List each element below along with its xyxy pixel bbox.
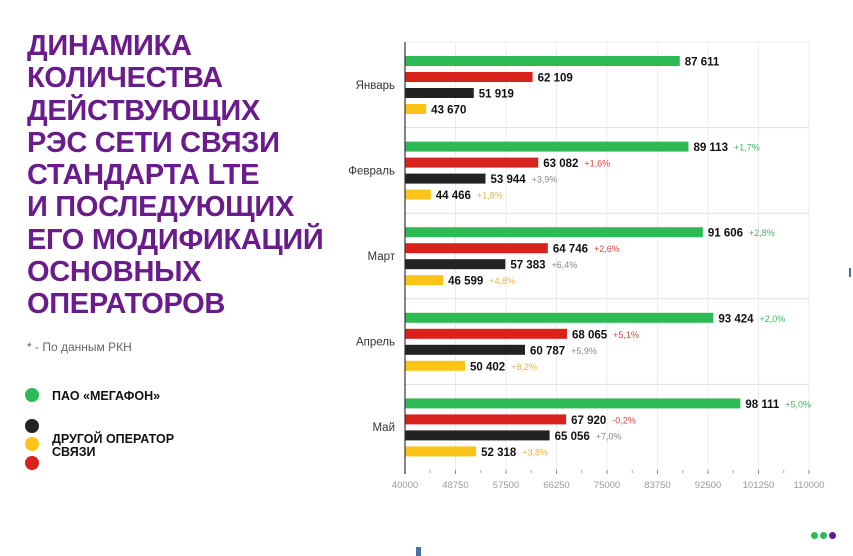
value-label: 64 746 [553, 244, 588, 256]
change-label: +1,7% [734, 143, 760, 153]
change-label: +8,2% [511, 362, 537, 372]
value-label: 51 919 [479, 89, 514, 101]
x-tick-label: 40000 [392, 480, 418, 491]
bar [405, 243, 548, 254]
category-label: Январь [356, 80, 395, 92]
value-label: 63 082 [543, 158, 578, 170]
change-label: +1,6% [584, 159, 610, 169]
title-line: И ПОСЛЕДУЮЩИХ [27, 191, 295, 224]
bar [405, 259, 506, 270]
value-label: 93 424 [718, 313, 754, 325]
bar [405, 104, 427, 114]
bar [405, 189, 431, 200]
value-label: 57 383 [510, 260, 545, 272]
bar [405, 141, 689, 152]
value-label: 50 402 [470, 361, 505, 373]
change-label: +2,6% [594, 244, 620, 254]
x-tick-label: 110000 [794, 480, 825, 491]
bar [405, 430, 550, 441]
x-tick-label: 92500 [695, 480, 721, 491]
value-label: 60 787 [530, 345, 565, 357]
bar [405, 328, 567, 339]
footnote: * - По данным РКН [27, 340, 132, 354]
value-label: 46 599 [448, 276, 483, 288]
value-label: 43 670 [431, 105, 466, 117]
change-label: +5,1% [613, 330, 639, 340]
title-line: ДЕЙСТВУЮЩИХ [27, 94, 261, 127]
x-tick-label: 48750 [442, 480, 468, 491]
value-label: 65 056 [555, 431, 590, 443]
legend-label-megafon: ПАО «МЕГАФОН» [52, 389, 161, 403]
value-label: 53 944 [490, 174, 526, 186]
bar [405, 398, 741, 409]
title-line: КОЛИЧЕСТВА [27, 62, 223, 95]
title-line: ЕГО МОДИФИКАЦИЙ [27, 223, 324, 256]
change-label: +5,0% [785, 399, 811, 409]
bar [405, 414, 567, 425]
category-label: Февраль [348, 165, 395, 177]
brand-dot [820, 532, 827, 539]
change-label: +3,9% [532, 175, 558, 185]
value-label: 87 611 [685, 57, 720, 69]
change-label: +6,4% [552, 260, 578, 270]
change-label: +7,0% [596, 431, 622, 441]
value-label: 67 920 [571, 415, 606, 427]
x-tick-label: 101250 [743, 480, 775, 491]
change-label: +2,8% [749, 228, 775, 238]
legend-label-other: ДРУГОЙ ОПЕРАТОР СВЯЗИ [52, 432, 175, 459]
category-label: Май [372, 422, 395, 434]
change-label: +3,8% [522, 447, 548, 457]
bar [405, 88, 474, 98]
category-label: Апрель [356, 337, 395, 349]
x-tick-label: 57500 [493, 480, 519, 491]
legend-dot-black [25, 419, 39, 433]
brand-dots [811, 526, 838, 544]
title-line: РЭС СЕТИ СВЯЗИ [27, 126, 280, 159]
bar [405, 173, 486, 184]
title-line: ДИНАМИКА [27, 30, 192, 62]
category-label: Март [367, 251, 395, 263]
x-tick-label: 66250 [543, 480, 569, 491]
bar [405, 275, 444, 286]
bar [405, 446, 477, 457]
change-label: +1,8% [477, 191, 503, 201]
bar [405, 344, 525, 355]
value-label: 68 065 [572, 329, 608, 341]
bar [405, 157, 539, 168]
title-line: ОСНОВНЫХ [27, 256, 202, 289]
change-label: +4,8% [489, 276, 515, 286]
page-title: ДИНАМИКА КОЛИЧЕСТВА ДЕЙСТВУЮЩИХ РЭС СЕТИ СВ… [27, 30, 324, 321]
value-label: 52 318 [481, 447, 517, 459]
bar [405, 72, 533, 82]
value-label: 98 111 [745, 399, 780, 411]
title-line: ОПЕРАТОРОВ [27, 288, 226, 321]
change-label: +2,0% [760, 314, 786, 324]
x-tick-label: 75000 [594, 480, 620, 491]
decorative-mark [416, 547, 421, 556]
change-label: -0,2% [612, 415, 636, 425]
value-label: 44 466 [436, 190, 471, 202]
value-label: 62 109 [538, 73, 573, 85]
bar [405, 312, 714, 323]
title-line: СТАНДАРТА LTE [27, 159, 260, 192]
legend-dot-red [25, 456, 39, 470]
brand-dot [829, 532, 836, 539]
value-label: 91 606 [708, 228, 743, 240]
bar [405, 56, 680, 66]
brand-dot [811, 532, 818, 539]
bar [405, 227, 703, 238]
change-label: +5,9% [571, 346, 597, 356]
x-tick-label: 83750 [644, 480, 670, 491]
legend-dot-megafon [25, 388, 39, 402]
legend-dot-yellow [25, 437, 39, 451]
bar [405, 360, 466, 371]
value-label: 89 113 [693, 142, 728, 154]
decorative-mark [849, 268, 851, 277]
